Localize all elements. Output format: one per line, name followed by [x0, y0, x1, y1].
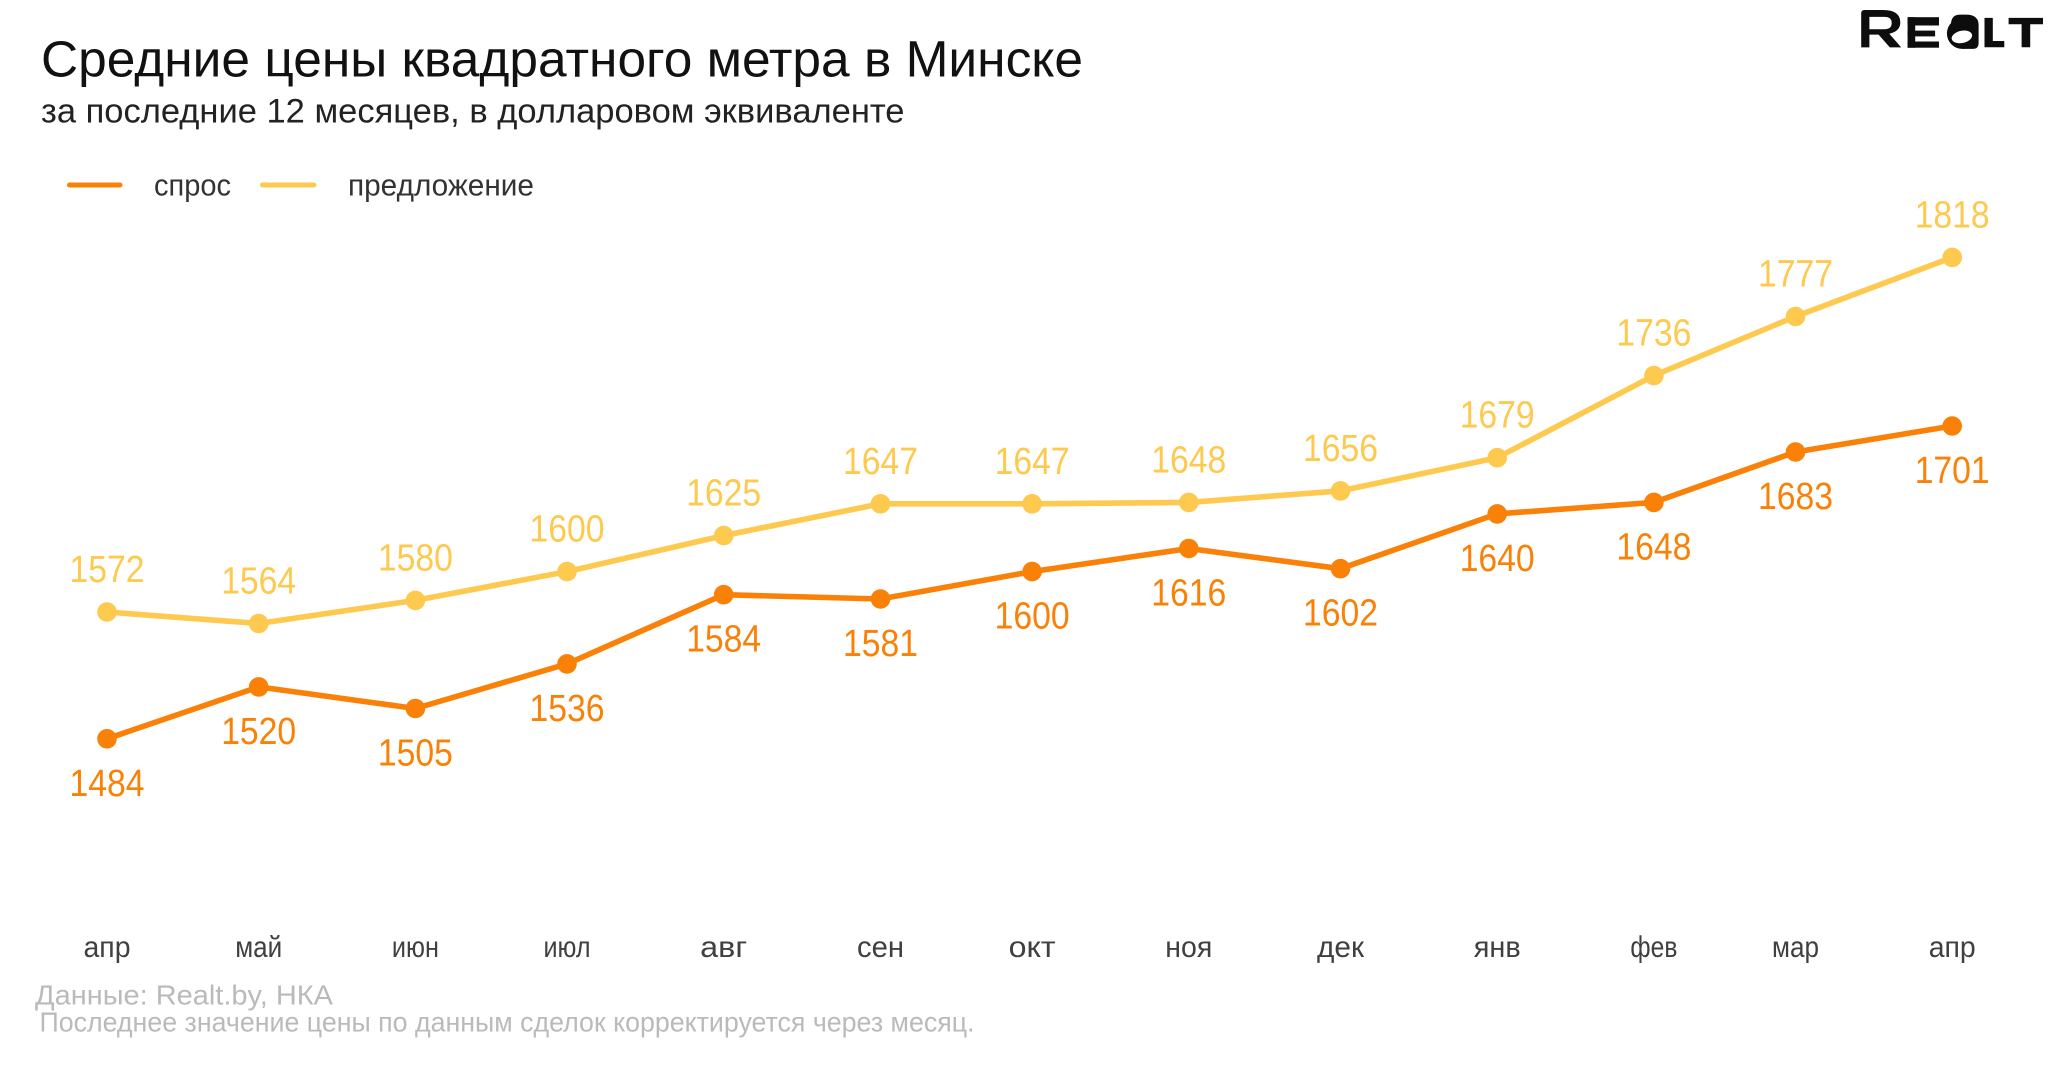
- svg-text:1520: 1520: [221, 711, 296, 753]
- svg-text:1584: 1584: [686, 619, 761, 661]
- svg-text:июн: июн: [392, 931, 439, 964]
- svg-text:спрос: спрос: [154, 167, 231, 202]
- svg-text:Данные: Realt.by, НКА: Данные: Realt.by, НКА: [35, 980, 333, 1011]
- svg-text:1683: 1683: [1758, 476, 1833, 518]
- svg-text:1640: 1640: [1460, 538, 1535, 580]
- svg-text:1600: 1600: [995, 596, 1070, 638]
- svg-text:апр: апр: [1929, 931, 1976, 964]
- svg-text:1602: 1602: [1303, 593, 1378, 635]
- svg-text:1572: 1572: [70, 549, 145, 591]
- svg-text:дек: дек: [1317, 931, 1365, 964]
- svg-text:янв: янв: [1474, 931, 1521, 964]
- svg-text:1648: 1648: [1616, 526, 1691, 568]
- svg-text:1679: 1679: [1460, 395, 1535, 437]
- svg-text:сен: сен: [857, 931, 904, 964]
- svg-text:1505: 1505: [378, 733, 453, 775]
- svg-text:1536: 1536: [530, 688, 605, 730]
- svg-text:фев: фев: [1630, 931, 1677, 964]
- svg-text:ноя: ноя: [1165, 931, 1212, 964]
- svg-text:за последние 12 месяцев, в дол: за последние 12 месяцев, в долларовом эк…: [41, 92, 904, 130]
- svg-text:Последнее значение цены по дан: Последнее значение цены по данным сделок…: [40, 1006, 975, 1037]
- svg-text:июл: июл: [544, 931, 591, 964]
- svg-text:1818: 1818: [1915, 194, 1990, 236]
- svg-text:1736: 1736: [1616, 313, 1691, 355]
- svg-text:авг: авг: [700, 931, 747, 964]
- svg-text:Средние цены квадратного метра: Средние цены квадратного метра в Минске: [41, 30, 1083, 87]
- svg-text:1648: 1648: [1151, 439, 1226, 481]
- svg-text:1616: 1616: [1151, 573, 1226, 615]
- svg-text:апр: апр: [84, 931, 131, 964]
- svg-text:1484: 1484: [70, 763, 145, 805]
- svg-text:1647: 1647: [843, 441, 918, 483]
- svg-text:1564: 1564: [221, 561, 296, 603]
- svg-text:1600: 1600: [530, 509, 605, 551]
- svg-text:1701: 1701: [1915, 450, 1990, 492]
- svg-text:1581: 1581: [843, 623, 918, 665]
- svg-text:1777: 1777: [1758, 254, 1833, 296]
- svg-text:мар: мар: [1772, 931, 1819, 964]
- svg-text:1625: 1625: [686, 473, 761, 515]
- svg-text:май: май: [235, 931, 282, 964]
- svg-text:предложение: предложение: [348, 167, 534, 202]
- svg-text:1656: 1656: [1303, 428, 1378, 470]
- svg-text:1647: 1647: [995, 441, 1070, 483]
- svg-text:1580: 1580: [378, 537, 453, 579]
- svg-text:окт: окт: [1009, 931, 1056, 964]
